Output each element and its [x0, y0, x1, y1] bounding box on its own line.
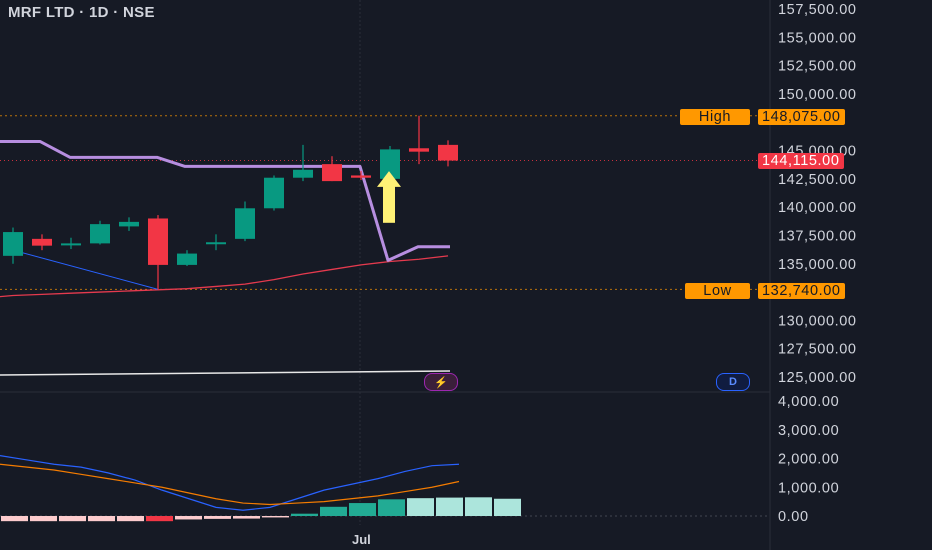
histogram-bar — [494, 498, 521, 516]
oscillator-axis-label: 4,000.00 — [778, 394, 839, 410]
candle-down — [32, 238, 52, 246]
histogram-bar — [59, 516, 86, 522]
histogram-bar — [378, 499, 405, 516]
candle-down — [351, 175, 371, 178]
candle-up — [380, 149, 400, 179]
oscillator-axis-label: 0.00 — [778, 509, 809, 525]
price-axis-label: 135,000.00 — [778, 257, 857, 273]
price-axis-label: 125,000.00 — [778, 370, 857, 386]
signal-arrow-shaft — [383, 184, 395, 223]
long-ma-line — [0, 370, 451, 376]
candle-up — [61, 243, 81, 246]
x-axis-label-jul: Jul — [352, 532, 371, 547]
oscillator-axis-label: 1,000.00 — [778, 480, 839, 496]
price-axis-label: 137,500.00 — [778, 228, 857, 244]
candle-down — [438, 144, 458, 161]
trend-line — [12, 249, 159, 290]
histogram-bar — [349, 503, 376, 516]
candle-up — [119, 221, 139, 227]
price-axis-label: 142,500.00 — [778, 172, 857, 188]
high-tag-label: High — [680, 109, 750, 125]
candle-up — [90, 224, 110, 244]
histogram-bar — [320, 506, 347, 516]
candle-down — [409, 148, 429, 152]
histogram-bar — [1, 516, 28, 522]
histogram-bar — [465, 497, 492, 516]
candle-up — [293, 169, 313, 178]
last-price-tag: 144,115.00 — [758, 153, 844, 169]
low-tag-label: Low — [685, 283, 750, 299]
histogram-bar — [291, 513, 318, 516]
histogram-bar — [436, 497, 463, 516]
candle-down — [322, 164, 342, 182]
price-pane[interactable] — [0, 115, 770, 376]
candle-up — [3, 232, 23, 256]
histogram-bar — [175, 516, 202, 520]
high-tag-value: 148,075.00 — [758, 109, 845, 125]
price-axis-label: 155,000.00 — [778, 30, 857, 46]
price-axis-label: 157,500.00 — [778, 2, 857, 18]
chart-title[interactable]: MRF LTD · 1D · NSE — [8, 4, 155, 21]
price-axis-label: 140,000.00 — [778, 200, 857, 216]
price-axis-label: 130,000.00 — [778, 313, 857, 329]
histogram-bar — [262, 516, 289, 518]
candle-down — [148, 218, 168, 265]
signal-line-orange — [0, 463, 460, 506]
price-axis-label: 152,500.00 — [778, 59, 857, 75]
candle-up — [235, 208, 255, 239]
moving-average-line — [0, 255, 449, 298]
d-badge-label: D — [729, 376, 737, 388]
price-axis-label: 150,000.00 — [778, 87, 857, 103]
band-line — [0, 139, 450, 262]
signal-arrow-head — [377, 171, 401, 187]
lightning-icon[interactable]: ⚡ — [424, 373, 458, 391]
histogram-bar — [407, 498, 434, 516]
oscillator-axis[interactable]: 4,000.00 3,000.00 2,000.00 1,000.00 0.00 — [778, 394, 839, 525]
candle-up — [206, 242, 226, 245]
oscillator-pane[interactable] — [0, 455, 770, 522]
signal-line-blue — [0, 455, 460, 511]
histogram-bar — [117, 516, 144, 522]
low-tag-value: 132,740.00 — [758, 283, 845, 299]
histogram-bar — [204, 516, 231, 519]
histogram-bar — [146, 516, 173, 522]
histogram-bar — [233, 516, 260, 519]
price-axis-label: 127,500.00 — [778, 342, 857, 358]
oscillator-axis-label: 2,000.00 — [778, 452, 839, 468]
histogram-bar — [88, 516, 115, 522]
candle-up — [177, 253, 197, 265]
d-badge-icon[interactable]: D — [716, 373, 750, 391]
candle-up — [264, 177, 284, 209]
oscillator-axis-label: 3,000.00 — [778, 423, 839, 439]
histogram-bar — [30, 516, 57, 522]
